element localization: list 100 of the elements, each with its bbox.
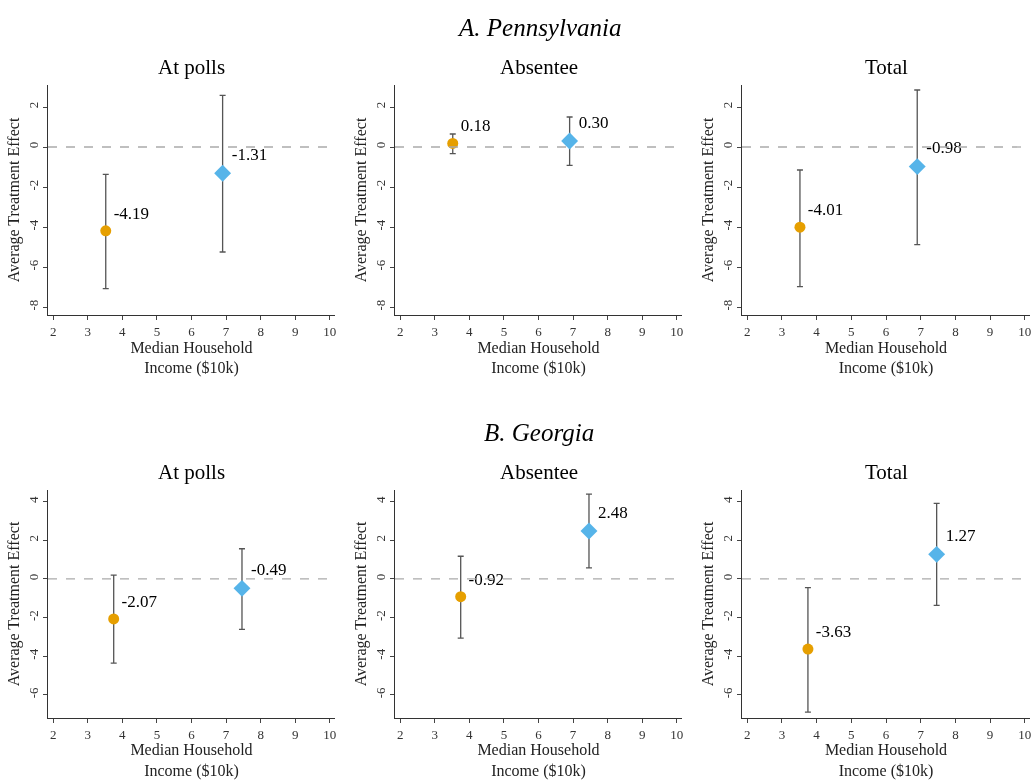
x-tick-label: 5 bbox=[848, 323, 855, 339]
x-tick-label: 8 bbox=[604, 323, 611, 339]
y-axis-title: Average Treatment Effect bbox=[4, 521, 23, 687]
y-tick-label: 2 bbox=[25, 535, 41, 542]
x-tick-label: 6 bbox=[188, 726, 196, 742]
x-tick-label: 4 bbox=[466, 323, 474, 339]
y-tick-label: -2 bbox=[719, 610, 735, 621]
y-tick-label: 2 bbox=[372, 535, 388, 542]
x-tick-label: 5 bbox=[153, 323, 161, 339]
y-tick-label: 2 bbox=[25, 101, 41, 109]
x-tick-label: 7 bbox=[917, 323, 925, 339]
y-tick-label: -6 bbox=[25, 259, 41, 271]
x-tick-label: 6 bbox=[535, 323, 543, 339]
x-axis-title: Median Household Income ($10k) bbox=[477, 741, 600, 780]
data-label: 0.18 bbox=[460, 116, 491, 136]
x-tick-label: 10 bbox=[323, 323, 337, 339]
x-tick-label: 10 bbox=[670, 726, 684, 742]
x-tick-label: 5 bbox=[500, 323, 508, 339]
x-tick-label: 9 bbox=[291, 726, 299, 742]
y-tick-label: -2 bbox=[25, 179, 41, 191]
x-tick-label: 10 bbox=[1018, 323, 1032, 339]
y-tick-label: -8 bbox=[372, 299, 388, 311]
x-tick-label: 3 bbox=[84, 323, 92, 339]
x-tick-label: 2 bbox=[396, 726, 404, 742]
x-tick-label: 7 bbox=[569, 726, 577, 742]
y-tick-label: -8 bbox=[719, 299, 735, 311]
data-label: -0.98 bbox=[926, 138, 962, 158]
y-tick-label: 0 bbox=[25, 573, 41, 581]
y-tick-label: 4 bbox=[25, 495, 41, 503]
y-tick-label: 2 bbox=[372, 101, 388, 109]
x-tick-label: 8 bbox=[257, 726, 264, 742]
y-tick-label: -8 bbox=[25, 299, 41, 311]
x-tick-label: 9 bbox=[638, 726, 646, 742]
x-tick-label: 3 bbox=[778, 323, 786, 339]
y-tick-label: -4 bbox=[372, 648, 388, 660]
y-axis-title: Average Treatment Effect bbox=[698, 521, 717, 687]
data-label: -1.31 bbox=[231, 144, 268, 164]
x-tick-label: 4 bbox=[813, 726, 821, 742]
x-tick-label: 3 bbox=[431, 323, 439, 339]
y-tick-label: 0 bbox=[25, 141, 41, 149]
chart-subtitle: A. Pennsylvania bbox=[457, 14, 622, 41]
x-axis-title: Median Household Income ($10k) bbox=[130, 338, 253, 378]
x-tick-label: 8 bbox=[952, 726, 959, 742]
x-tick-label: 3 bbox=[431, 726, 439, 742]
chart-title: Absentee bbox=[500, 460, 579, 484]
chart-title: Total bbox=[865, 460, 909, 484]
x-tick-label: 3 bbox=[778, 726, 786, 742]
chart-title: Absentee bbox=[500, 55, 579, 79]
y-tick-label: -4 bbox=[372, 219, 388, 231]
x-tick-label: 7 bbox=[222, 323, 230, 339]
x-tick-label: 5 bbox=[848, 726, 855, 742]
x-tick-label: 2 bbox=[49, 726, 57, 742]
x-axis-title: Median Household Income ($10k) bbox=[824, 741, 948, 780]
y-axis-title: Average Treatment Effect bbox=[4, 117, 23, 283]
x-tick-label: 8 bbox=[952, 323, 959, 339]
chart-title: At polls bbox=[158, 460, 226, 484]
data-label: -4.19 bbox=[113, 203, 150, 223]
data-label: 1.27 bbox=[945, 525, 977, 545]
y-tick-label: -6 bbox=[372, 686, 388, 699]
y-tick-label: -6 bbox=[719, 259, 735, 271]
x-tick-label: 5 bbox=[153, 726, 161, 742]
chart-title: Total bbox=[865, 55, 909, 79]
x-tick-label: 6 bbox=[882, 726, 890, 742]
x-tick-label: 4 bbox=[119, 323, 127, 339]
y-tick-label: -2 bbox=[372, 610, 388, 621]
x-tick-label: 6 bbox=[882, 323, 890, 339]
y-tick-label: 0 bbox=[719, 141, 735, 149]
data-label: -2.07 bbox=[121, 591, 158, 611]
x-tick-label: 7 bbox=[222, 726, 230, 742]
x-tick-label: 10 bbox=[1018, 726, 1032, 742]
x-axis-title: Median Household Income ($10k) bbox=[130, 741, 253, 780]
x-tick-label: 9 bbox=[638, 323, 646, 339]
y-axis-title: Average Treatment Effect bbox=[698, 117, 717, 283]
y-tick-label: 4 bbox=[719, 495, 735, 503]
chart-title: At polls bbox=[158, 55, 226, 79]
chart-subtitle: B. Georgia bbox=[484, 419, 595, 446]
data-label: -4.01 bbox=[807, 200, 844, 220]
data-label: -0.92 bbox=[468, 569, 504, 589]
x-tick-label: 6 bbox=[188, 323, 196, 339]
data-label: 0.30 bbox=[578, 112, 609, 132]
x-tick-label: 5 bbox=[500, 726, 508, 742]
x-tick-label: 8 bbox=[257, 323, 264, 339]
y-tick-label: 0 bbox=[719, 573, 735, 581]
x-tick-label: 3 bbox=[84, 726, 92, 742]
x-tick-label: 4 bbox=[466, 726, 474, 742]
y-tick-label: 4 bbox=[372, 495, 388, 503]
x-tick-label: 10 bbox=[323, 726, 337, 742]
y-axis-title: Average Treatment Effect bbox=[351, 521, 370, 687]
y-tick-label: -4 bbox=[25, 648, 41, 660]
y-tick-label: -4 bbox=[719, 219, 735, 231]
x-tick-label: 2 bbox=[396, 323, 404, 339]
y-tick-label: 0 bbox=[372, 141, 388, 149]
x-tick-label: 7 bbox=[569, 323, 577, 339]
y-tick-label: -2 bbox=[25, 610, 41, 621]
x-tick-label: 4 bbox=[119, 726, 127, 742]
x-tick-label: 9 bbox=[986, 726, 994, 742]
y-tick-label: -6 bbox=[719, 686, 735, 699]
x-tick-label: 6 bbox=[535, 726, 543, 742]
y-tick-label: -2 bbox=[372, 179, 388, 191]
y-tick-label: 2 bbox=[719, 535, 735, 542]
